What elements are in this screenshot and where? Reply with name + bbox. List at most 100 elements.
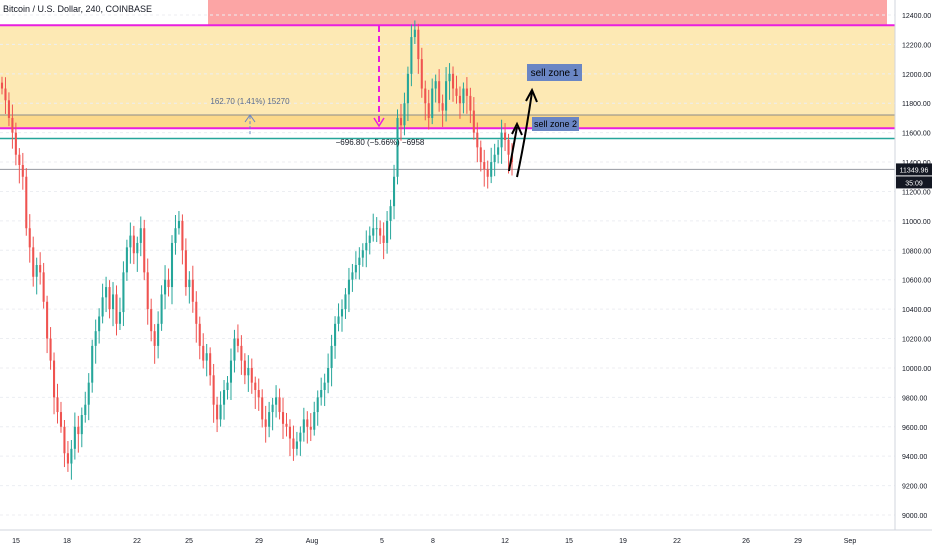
candle-body [132, 235, 135, 254]
candle-body [153, 331, 156, 346]
time-tick-label: 25 [185, 538, 193, 545]
candle-body [70, 448, 73, 464]
candle-body [320, 390, 323, 398]
time-tick-label: 22 [133, 538, 141, 545]
candle-body [247, 367, 250, 376]
last-price-badge [896, 163, 932, 176]
candle-body [500, 132, 503, 148]
candle-body [257, 390, 260, 398]
candle-body [493, 154, 496, 163]
candle-body [111, 294, 115, 310]
candle-body [261, 397, 264, 420]
candle-body [177, 220, 180, 229]
candle-body [143, 228, 146, 273]
candle-body [504, 132, 507, 140]
grid-layer [0, 14, 895, 516]
candle-body [209, 353, 212, 376]
candle-body [146, 272, 149, 310]
candle-body [164, 279, 167, 295]
countdown-badge [896, 176, 932, 189]
sell-zone-2-callout [532, 117, 579, 131]
price-tick-label: 12400.00 [902, 13, 931, 20]
candle-body [98, 316, 101, 332]
candle-body [181, 220, 184, 251]
candle-body [32, 247, 35, 277]
candle-body [420, 59, 423, 89]
level-lines [0, 24, 895, 170]
zone-layer [0, 0, 895, 129]
candle-body [448, 73, 451, 82]
candle-body [434, 81, 437, 89]
candle-body [340, 309, 344, 317]
price-tick-label: 10400.00 [902, 307, 931, 314]
sell-zone-2-area [0, 115, 895, 129]
candle-body [66, 453, 69, 464]
candle-body [264, 419, 267, 427]
time-tick-label: 12 [501, 538, 509, 545]
candle-body [337, 316, 340, 324]
candle-body [344, 294, 347, 310]
sell-zone-2-arrow-head [511, 121, 523, 136]
sell-zone-area [0, 25, 895, 116]
candle-body [361, 250, 364, 258]
candle-body [458, 95, 461, 104]
candle-body [39, 265, 42, 273]
last-price-label: 11349.96 [900, 167, 929, 174]
candle-body [285, 423, 288, 427]
measure-arrow-head [244, 114, 256, 123]
candle-body [42, 272, 45, 302]
candle-body [275, 397, 278, 405]
candle-body [313, 412, 316, 430]
time-tick-label: 22 [673, 538, 681, 545]
candle-body [393, 176, 396, 207]
price-tick-label: 10200.00 [902, 337, 931, 344]
price-tick-label: 9000.00 [902, 513, 927, 520]
candle-body [417, 29, 420, 60]
candle-body [306, 419, 309, 427]
candle-body [472, 110, 475, 133]
candle-body [403, 103, 406, 126]
candle-body [427, 103, 430, 118]
price-axis: 9000.00 9200.00 9400.00 9600.00 9800.00 10000… [894, 0, 932, 530]
candle-body [150, 309, 153, 332]
time-tick-label: Aug [306, 538, 319, 545]
price-tick-label: 11600.00 [902, 131, 931, 138]
candle-body [108, 287, 111, 310]
candle-body [139, 228, 142, 243]
candle-body [455, 88, 458, 96]
candle-body [490, 162, 493, 177]
time-tick-label: 29 [794, 538, 802, 545]
candle-body [219, 404, 222, 420]
candle-body [497, 147, 500, 155]
candle-body [233, 338, 236, 361]
candle-body [386, 220, 389, 243]
candle-body [406, 73, 409, 104]
candle-body [94, 331, 97, 346]
measure-label: 162.70 (1.41%) 15270 [210, 97, 290, 106]
red-zone [208, 0, 887, 26]
candle-body [198, 323, 201, 346]
candle-body [465, 88, 468, 96]
candle-body [292, 438, 295, 449]
candle-body [205, 353, 208, 361]
time-tick-label: 5 [380, 538, 384, 545]
candle-body [451, 73, 455, 89]
candle-body [243, 360, 246, 376]
candle-body [271, 404, 274, 413]
candle-body [351, 272, 354, 280]
candle-body [483, 162, 486, 170]
candle-body [223, 390, 226, 405]
candle-body [91, 345, 94, 383]
time-tick-label: Sep [844, 538, 857, 545]
candle-body [358, 257, 361, 265]
candle-body [278, 397, 281, 413]
candle-body [216, 404, 219, 420]
candle-body [195, 301, 198, 324]
price-tick-label: 11200.00 [902, 189, 931, 196]
price-tick-label: 9600.00 [902, 425, 927, 432]
candle-body [236, 338, 239, 346]
time-tick-label: 15 [12, 538, 20, 545]
candle-body [21, 165, 24, 177]
range-arrow-head [373, 117, 385, 128]
